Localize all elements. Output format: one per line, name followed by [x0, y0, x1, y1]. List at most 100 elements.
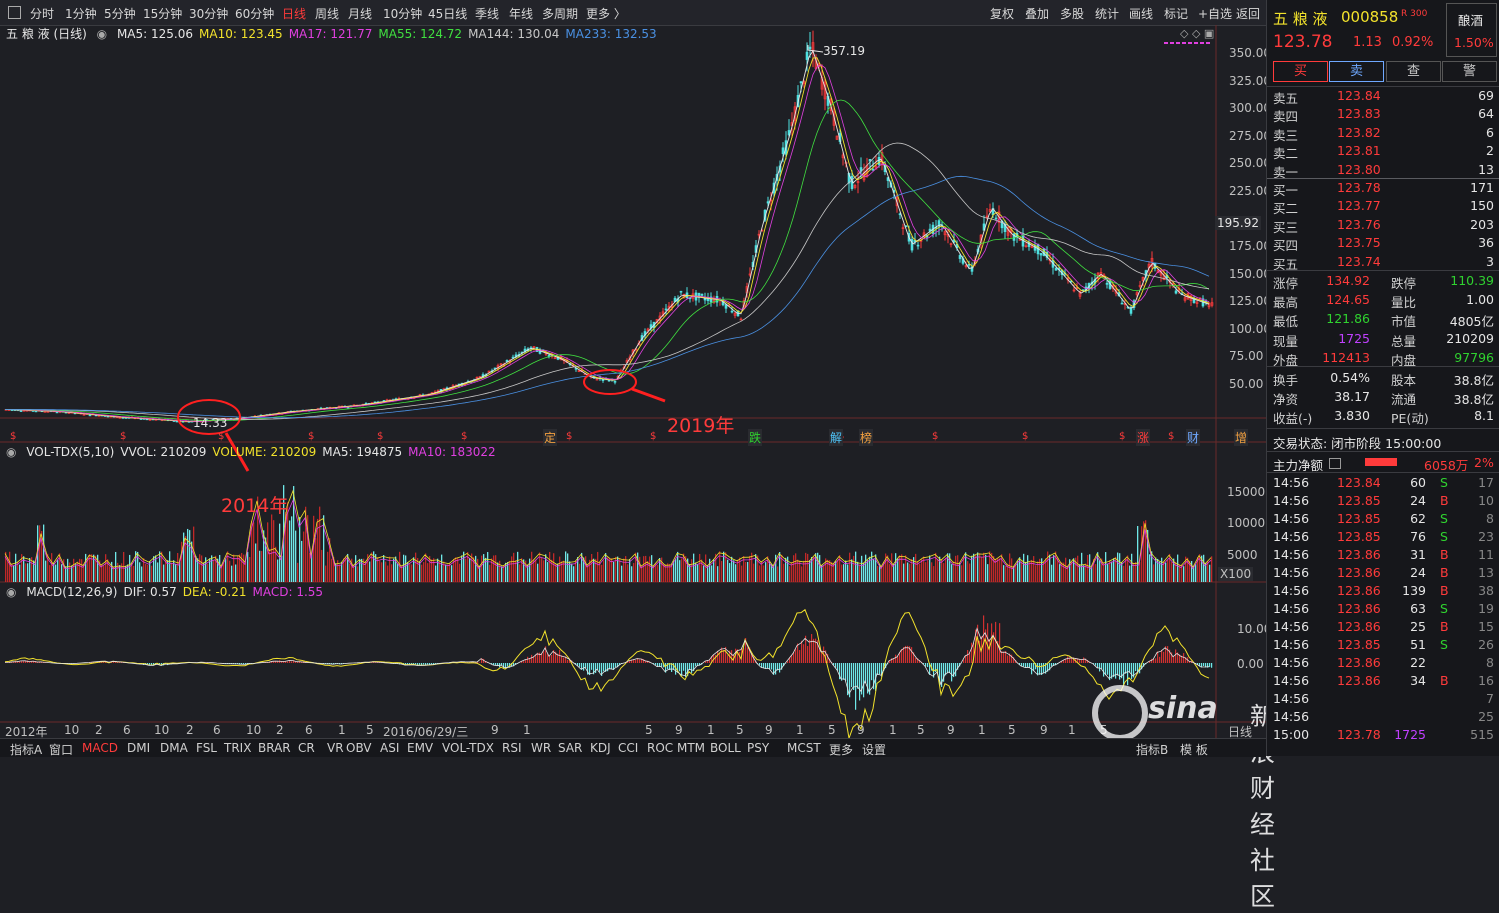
event-marker[interactable]: 财: [1186, 429, 1200, 446]
ma-toggle-icon[interactable]: ◉: [97, 27, 107, 41]
main-flow-icon[interactable]: [1329, 458, 1341, 469]
volume-bar: [1159, 562, 1160, 582]
indicator-tab-3[interactable]: DMI: [127, 741, 150, 755]
buy-button[interactable]: 买: [1273, 61, 1328, 82]
legend-item: DEA: -0.21: [183, 585, 247, 599]
book-price[interactable]: 123.81: [1337, 143, 1381, 158]
book-price[interactable]: 123.82: [1337, 125, 1381, 140]
volume-tick-label: 15000: [1227, 485, 1265, 499]
x-tick-label: 5: [828, 723, 836, 737]
alert-button[interactable]: 警: [1442, 61, 1497, 82]
sell-button[interactable]: 卖: [1329, 61, 1384, 82]
trade-status: 交易状态: 闭市阶段 15:00:00: [1273, 433, 1441, 452]
period-tab-0[interactable]: 分时: [30, 5, 54, 22]
event-marker[interactable]: 跌: [748, 429, 762, 446]
indicator-tab-17[interactable]: KDJ: [590, 741, 611, 755]
toolbar-action-1[interactable]: 叠加: [1025, 5, 1049, 22]
indicator-tab-9[interactable]: VR: [327, 741, 344, 755]
event-marker[interactable]: 涨: [1136, 429, 1150, 446]
book-price[interactable]: 123.77: [1337, 198, 1381, 213]
indicator-tab-25[interactable]: 设置: [862, 741, 886, 758]
macd-bar: [1115, 663, 1116, 679]
indicator-tab-2[interactable]: MACD: [82, 741, 118, 755]
stat-value: 4805亿: [1450, 311, 1494, 330]
tick-time: 15:00: [1273, 727, 1309, 742]
toolbar-action-7[interactable]: 返回: [1236, 5, 1260, 22]
indicator-tab-13[interactable]: VOL-TDX: [442, 741, 494, 755]
period-tab-14[interactable]: 更多 〉: [586, 5, 626, 22]
book-price[interactable]: 123.83: [1337, 106, 1381, 121]
indicator-tab-22[interactable]: PSY: [747, 741, 769, 755]
book-price[interactable]: 123.84: [1337, 88, 1381, 103]
indicator-tab-1[interactable]: 窗口: [49, 741, 73, 758]
toolbar-action-2[interactable]: 多股: [1060, 5, 1084, 22]
template-tab[interactable]: 模 板: [1180, 741, 1208, 758]
indicator-b-tab[interactable]: 指标B: [1136, 741, 1168, 758]
event-marker[interactable]: 榜: [859, 429, 873, 446]
event-marker[interactable]: 定: [543, 429, 557, 446]
indicator-tab-4[interactable]: DMA: [160, 741, 188, 755]
volume-bar: [123, 552, 124, 582]
period-tab-5[interactable]: 60分钟: [235, 5, 274, 22]
indicator-tab-19[interactable]: ROC: [647, 741, 673, 755]
query-button[interactable]: 查: [1386, 61, 1441, 82]
indicator-tab-15[interactable]: WR: [531, 741, 551, 755]
toolbar-action-4[interactable]: 画线: [1129, 5, 1153, 22]
indicator-tab-6[interactable]: TRIX: [224, 741, 251, 755]
period-tab-10[interactable]: 45日线: [428, 5, 467, 22]
volume-bar: [559, 557, 560, 582]
indicator-tab-7[interactable]: BRAR: [258, 741, 291, 755]
period-tab-7[interactable]: 周线: [315, 5, 339, 22]
indicator-tab-23[interactable]: MCST: [787, 741, 821, 755]
book-price[interactable]: 123.80: [1337, 162, 1381, 177]
period-tab-2[interactable]: 5分钟: [104, 5, 136, 22]
toolbar-action-5[interactable]: 标记: [1164, 5, 1188, 22]
book-price[interactable]: 123.78: [1337, 180, 1381, 195]
candle-body: [1175, 291, 1177, 293]
indicator-tab-21[interactable]: BOLL: [710, 741, 741, 755]
indicator-tab-24[interactable]: 更多: [829, 741, 853, 758]
period-tab-9[interactable]: 10分钟: [383, 5, 422, 22]
indicator-tab-16[interactable]: SAR: [558, 741, 582, 755]
volume-bar: [567, 553, 568, 582]
book-price[interactable]: 123.75: [1337, 235, 1381, 250]
period-tab-4[interactable]: 30分钟: [189, 5, 228, 22]
toolbar-action-3[interactable]: 统计: [1095, 5, 1119, 22]
indicator-tab-18[interactable]: CCI: [618, 741, 638, 755]
period-tab-11[interactable]: 季线: [475, 5, 499, 22]
stat-label: 跌停: [1391, 273, 1416, 292]
event-marker[interactable]: 解: [829, 429, 843, 446]
indicator-tab-0[interactable]: 指标A: [10, 741, 42, 758]
period-tab-8[interactable]: 月线: [348, 5, 372, 22]
toolbar-action-6[interactable]: +自选: [1198, 5, 1232, 22]
kline-chart[interactable]: $$$$$$$$$$$$$$ 五 粮 液 (日线) ◉ MA5: 125.06M…: [0, 25, 1266, 738]
price-tick-label: 350.00: [1229, 46, 1271, 60]
indicator-tab-11[interactable]: ASI: [380, 741, 399, 755]
macd-bar: [949, 663, 950, 673]
indicator-tab-14[interactable]: RSI: [502, 741, 522, 755]
period-tab-1[interactable]: 1分钟: [65, 5, 97, 22]
toolbar-menu-icon[interactable]: [8, 6, 21, 19]
macd-bar: [791, 656, 792, 663]
chart-canvas[interactable]: $$$$$$$$$$$$$$: [0, 25, 1266, 738]
indicator-tab-10[interactable]: OBV: [346, 741, 372, 755]
indicator-tab-20[interactable]: MTM: [677, 741, 705, 755]
event-marker[interactable]: 增: [1234, 429, 1248, 446]
book-price[interactable]: 123.76: [1337, 217, 1381, 232]
period-tab-12[interactable]: 年线: [509, 5, 533, 22]
indicator-tab-8[interactable]: CR: [298, 741, 315, 755]
macd-toggle-icon[interactable]: ◉: [6, 585, 16, 599]
book-price[interactable]: 123.74: [1337, 254, 1381, 269]
period-tab-3[interactable]: 15分钟: [143, 5, 182, 22]
macd-bar: [1067, 656, 1068, 663]
volume-toggle-icon[interactable]: ◉: [6, 445, 16, 459]
indicator-tab-12[interactable]: EMV: [407, 741, 433, 755]
period-tab-6[interactable]: 日线: [282, 5, 306, 22]
volume-bar: [1047, 552, 1048, 582]
chart-window-controls[interactable]: ◇ ◇ ▣: [1180, 27, 1214, 40]
toolbar-action-0[interactable]: 复权: [990, 5, 1014, 22]
period-tab-13[interactable]: 多周期: [542, 5, 578, 22]
indicator-tab-5[interactable]: FSL: [196, 741, 217, 755]
